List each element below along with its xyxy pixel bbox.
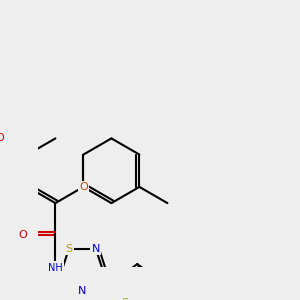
Text: O: O bbox=[0, 134, 4, 143]
Text: S: S bbox=[121, 298, 128, 300]
Text: O: O bbox=[19, 230, 27, 240]
Text: N: N bbox=[92, 244, 100, 254]
Text: N: N bbox=[78, 286, 86, 296]
Text: O: O bbox=[79, 182, 88, 192]
Text: NH: NH bbox=[48, 263, 63, 273]
Text: S: S bbox=[65, 244, 72, 254]
